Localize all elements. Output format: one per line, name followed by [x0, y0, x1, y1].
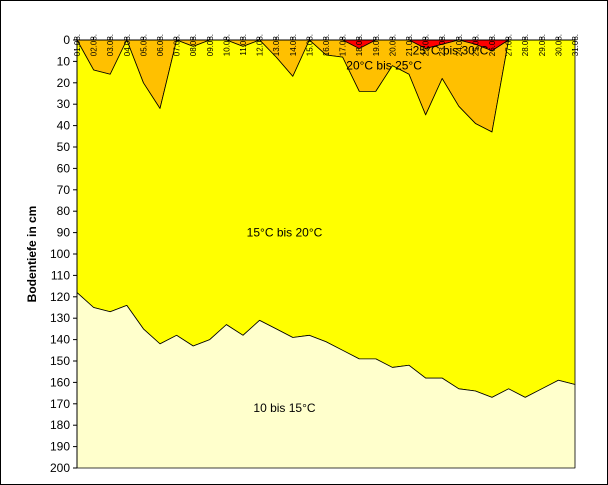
x-tick-label: 12.08. — [256, 34, 265, 56]
y-tick-label: 100 — [50, 247, 70, 261]
y-tick-label: 20 — [57, 76, 71, 90]
x-tick-label: 03.08. — [106, 34, 115, 56]
y-tick-label: 80 — [57, 204, 71, 218]
band-label-3: 10 bis 15°C — [253, 401, 316, 415]
x-tick-label: 14.08. — [289, 34, 298, 56]
x-tick-label: 13.08. — [272, 34, 281, 56]
y-tick-label: 150 — [50, 354, 70, 368]
x-tick-label: 05.08. — [139, 34, 148, 56]
y-tick-label: 70 — [57, 183, 71, 197]
y-tick-label: 190 — [50, 440, 70, 454]
x-tick-label: 16.08. — [322, 34, 331, 56]
band-label-1: 20°C bis 25°C — [346, 59, 422, 73]
x-tick-label: 21.08. — [405, 34, 414, 56]
y-tick-label: 10 — [57, 54, 71, 68]
x-tick-label: 02.08. — [90, 34, 99, 56]
x-tick-label: 06.08. — [156, 34, 165, 56]
x-tick-label: 28.08. — [521, 34, 530, 56]
y-tick-label: 120 — [50, 290, 70, 304]
y-tick-label: 0 — [63, 33, 70, 47]
x-tick-label: 27.08. — [505, 34, 514, 56]
x-tick-label: 30.08. — [554, 34, 563, 56]
band-label-0: 25°C bis 30°C — [413, 44, 489, 58]
x-tick-label: 23.08. — [438, 34, 447, 56]
y-tick-label: 60 — [57, 161, 71, 175]
y-tick-label: 110 — [51, 268, 70, 282]
y-tick-label: 30 — [57, 97, 71, 111]
x-tick-label: 19.08. — [372, 34, 381, 56]
x-tick-label: 04.08. — [123, 34, 132, 56]
x-tick-label: 29.08. — [538, 34, 547, 56]
band-label-2: 15°C bis 20°C — [247, 226, 323, 240]
x-tick-label: 15.08. — [305, 34, 314, 56]
x-tick-label: 20.08. — [388, 34, 397, 56]
x-tick-label: 08.08. — [189, 34, 198, 56]
band-area-3 — [76, 292, 576, 469]
x-tick-label: 09.08. — [206, 34, 215, 56]
y-axis-label: Bodentiefe in cm — [25, 206, 39, 303]
x-tick-label: 17.08. — [339, 34, 348, 56]
x-tick-label: 11.08. — [239, 34, 248, 56]
x-tick-label: 18.08. — [355, 34, 364, 56]
y-tick-label: 50 — [57, 140, 71, 154]
y-tick-label: 40 — [57, 119, 71, 133]
x-tick-label: 24.08. — [455, 34, 464, 56]
y-tick-label: 170 — [50, 397, 70, 411]
x-tick-label: 10.08. — [222, 34, 231, 56]
y-tick-label: 130 — [50, 311, 70, 325]
x-tick-label: 01.08. — [73, 34, 82, 56]
x-tick-label: 31.08. — [571, 34, 580, 56]
y-tick-label: 180 — [50, 418, 70, 432]
y-tick-label: 140 — [50, 333, 70, 347]
x-tick-label: 22.08. — [422, 34, 431, 56]
y-tick-label: 200 — [50, 461, 70, 475]
y-tick-label: 160 — [50, 375, 70, 389]
x-tick-label: 25.08. — [471, 34, 480, 56]
x-tick-label: 07.08. — [173, 34, 182, 56]
y-tick-label: 90 — [57, 226, 71, 240]
x-tick-label: 26.08. — [488, 34, 497, 56]
